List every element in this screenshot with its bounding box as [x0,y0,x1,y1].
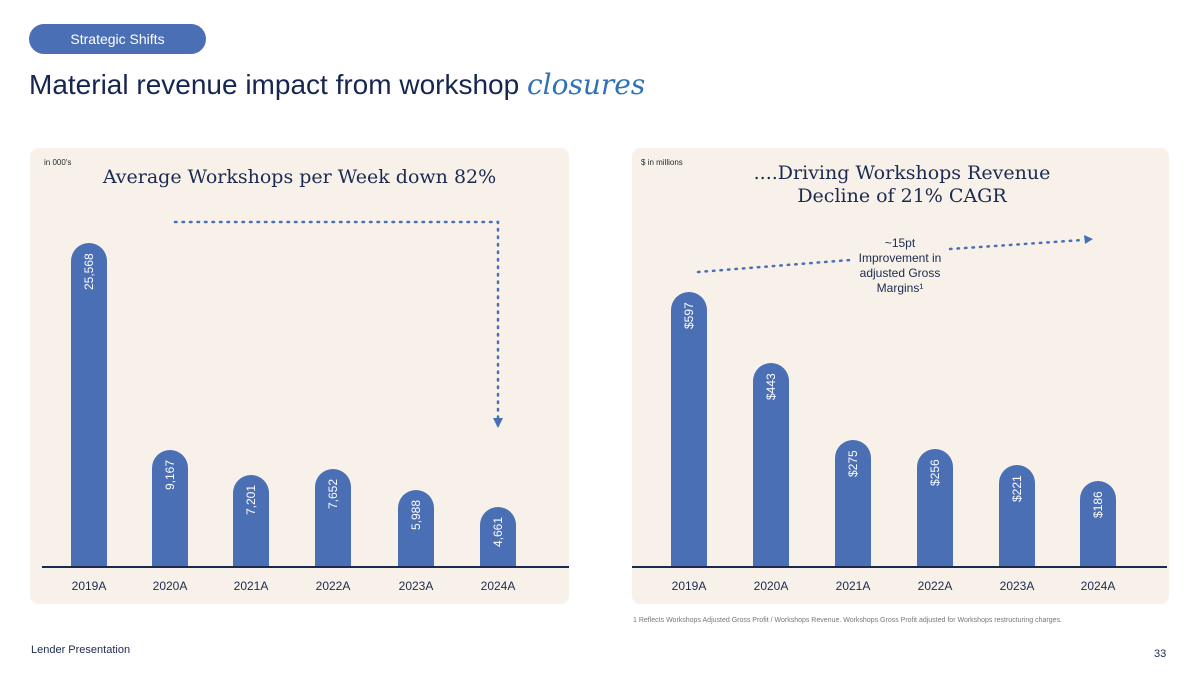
workshops-chart-panel: in 000's Average Workshops per Week down… [30,148,569,604]
section-tag: Strategic Shifts [29,24,206,54]
workshops-bar-2020A: 9,167 [152,450,188,566]
workshops-baseline [42,566,569,568]
revenue-value-label: $597 [682,302,696,329]
arrow-head-icon [1084,235,1093,244]
revenue-category-label: 2024A [1080,579,1116,593]
footnote: 1 Reflects Workshops Adjusted Gross Prof… [633,617,1062,624]
revenue-value-label: $443 [764,373,778,400]
revenue-bar-2024A: $186 [1080,481,1116,566]
revenue-category-label: 2020A [753,579,789,593]
workshops-unit-note: in 000's [44,158,72,167]
revenue-bar-2020A: $443 [753,363,789,566]
workshops-bar-2019A: 25,568 [71,243,107,566]
revenue-bar-2021A: $275 [835,440,871,566]
revenue-bar-2023A: $221 [999,465,1035,566]
arrow-head-icon [493,418,503,428]
margin-trend-arrow [696,235,1093,274]
workshops-bar-2022A: 7,652 [315,469,351,566]
workshops-category-label: 2024A [480,579,516,593]
revenue-value-label: $256 [928,459,942,486]
workshops-category-label: 2022A [315,579,351,593]
page-number: 33 [1154,648,1167,660]
revenue-baseline [632,566,1167,568]
workshops-value-label: 5,988 [409,499,423,530]
workshops-category-label: 2019A [71,579,107,593]
footer-label: Lender Presentation [31,644,131,656]
revenue-chart-title: ....Driving Workshops Revenue Decline of… [753,162,1051,207]
margin-annotation: ~15pt Improvement in adjusted Gross Marg… [858,236,942,295]
workshops-bar-2021A: 7,201 [233,475,269,566]
revenue-value-label: $275 [846,450,860,477]
revenue-unit-note: $ in millions [641,158,683,167]
revenue-category-label: 2022A [917,579,953,593]
revenue-category-label: 2019A [671,579,707,593]
revenue-category-label: 2023A [999,579,1035,593]
workshops-value-label: 7,201 [244,484,258,515]
revenue-value-label: $186 [1091,491,1105,518]
page-title-accent: closures [526,68,646,101]
workshops-bar-2023A: 5,988 [398,490,434,566]
workshops-category-label: 2023A [398,579,434,593]
workshops-value-label: 4,661 [491,516,505,547]
workshops-value-label: 25,568 [82,253,96,290]
decline-arrow [173,220,503,428]
revenue-category-label: 2021A [835,579,871,593]
workshops-chart-title: Average Workshops per Week down 82% [102,166,497,188]
workshops-value-label: 9,167 [163,459,177,490]
workshops-bar-2024A: 4,661 [480,507,516,566]
page-title-text: Material revenue impact from workshop [29,69,527,100]
workshops-category-label: 2021A [233,579,269,593]
revenue-bar-2022A: $256 [917,449,953,566]
revenue-value-label: $221 [1010,475,1024,502]
revenue-bar-2019A: $597 [671,292,707,566]
workshops-value-label: 7,652 [326,478,340,509]
revenue-chart-panel: $ in millions ....Driving Workshops Reve… [632,148,1169,604]
workshops-category-label: 2020A [152,579,188,593]
page-title: Material revenue impact from workshop cl… [29,68,645,101]
